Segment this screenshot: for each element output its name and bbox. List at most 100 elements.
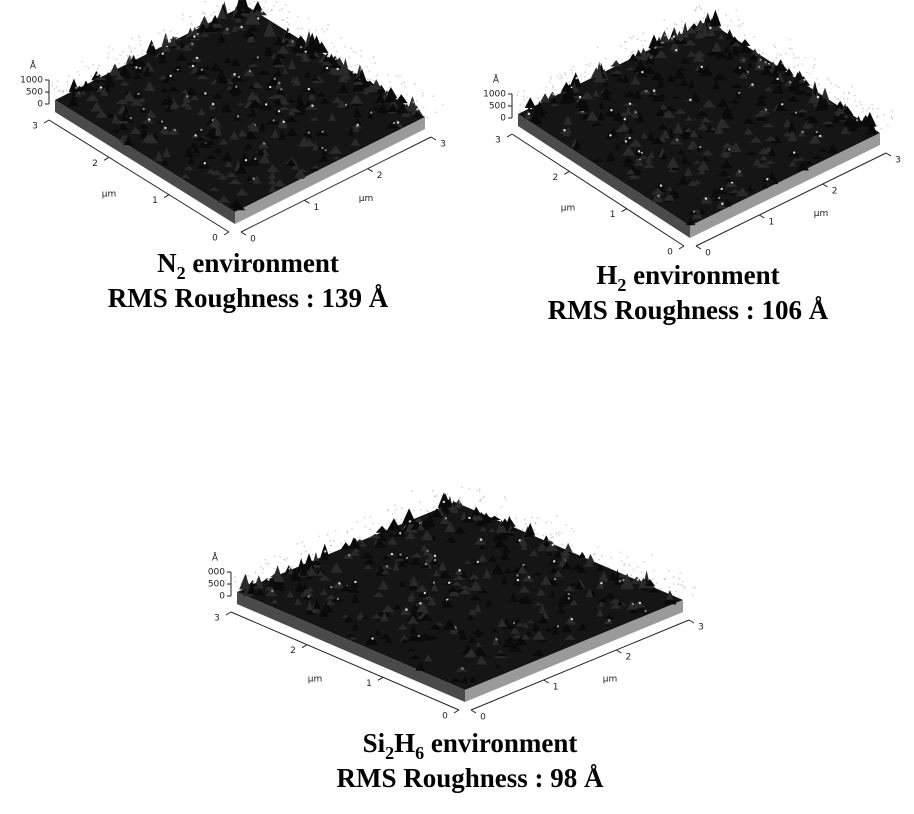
- halo-dot: [862, 111, 864, 113]
- halo-dot: [598, 559, 600, 561]
- halo-dot: [761, 53, 763, 55]
- peak-highlight: [137, 93, 139, 95]
- halo-dot: [350, 48, 352, 50]
- halo-dot: [134, 47, 136, 49]
- peak-highlight: [637, 578, 639, 580]
- halo-dot: [524, 519, 526, 521]
- halo-dot: [573, 66, 575, 68]
- halo-dot: [265, 1, 267, 3]
- halo-dot: [877, 108, 879, 110]
- tick: [471, 710, 476, 713]
- peak: [387, 518, 401, 530]
- peak-highlight: [458, 501, 460, 503]
- peak-highlight: [338, 582, 340, 584]
- tick: [241, 232, 246, 235]
- halo-dot: [560, 77, 562, 79]
- tick: [622, 209, 627, 212]
- halo-dot: [327, 24, 329, 26]
- peak-highlight: [675, 49, 677, 51]
- halo-dot: [360, 50, 362, 52]
- peak-highlight: [212, 103, 214, 105]
- halo-dot: [263, 7, 265, 9]
- tick: [302, 645, 307, 648]
- peak-highlight: [416, 108, 418, 110]
- tick-label: 3: [440, 140, 446, 150]
- peak-highlight: [571, 618, 573, 620]
- halo-dot: [550, 78, 552, 80]
- tick-label: 0: [219, 592, 225, 602]
- halo-dot: [285, 4, 287, 6]
- peak-highlight: [419, 602, 421, 604]
- tick: [544, 680, 549, 683]
- halo-dot: [367, 78, 369, 80]
- peak-highlight: [721, 203, 723, 205]
- peak-highlight: [353, 71, 355, 73]
- tick-label: 1: [553, 683, 559, 693]
- peak-highlight: [308, 88, 310, 90]
- tick-label: 0: [37, 100, 43, 110]
- halo-dot: [426, 116, 428, 118]
- peak-highlight: [653, 89, 655, 91]
- peak-highlight: [554, 578, 556, 580]
- peak-highlight: [245, 159, 247, 161]
- peak-highlight: [327, 55, 329, 57]
- halo-dot: [736, 9, 738, 11]
- halo-dot: [124, 63, 126, 65]
- halo-dot: [131, 38, 133, 40]
- halo-dot: [522, 529, 524, 531]
- halo-dot: [416, 100, 418, 102]
- halo-dot: [426, 510, 428, 512]
- peak-highlight: [226, 28, 228, 30]
- peak-highlight: [261, 10, 263, 12]
- peak-highlight: [468, 517, 470, 519]
- halo-dot: [108, 53, 110, 55]
- subscript: 6: [415, 743, 424, 763]
- caption-title: H2 environment: [596, 260, 779, 295]
- halo-dot: [67, 81, 69, 83]
- peak-highlight: [609, 134, 611, 136]
- halo-dot: [838, 86, 840, 88]
- figure: 0123µm0123µmÅ10005000N2 environmentRMS R…: [0, 0, 914, 814]
- tick: [104, 157, 109, 160]
- halo-dot: [872, 108, 874, 110]
- halo-dot: [695, 587, 697, 589]
- caption-text: environment: [424, 728, 577, 758]
- peak-highlight: [751, 83, 753, 85]
- halo-dot: [523, 95, 525, 97]
- axis-unit: Å: [493, 74, 500, 86]
- halo-dot: [203, 12, 205, 14]
- halo-dot: [669, 586, 671, 588]
- halo-dot: [830, 83, 832, 85]
- axis-unit: µm: [603, 675, 618, 685]
- halo-dot: [170, 30, 172, 32]
- peak-highlight: [517, 579, 519, 581]
- halo-dot: [340, 57, 342, 59]
- halo-dot: [652, 579, 654, 581]
- halo-dot: [573, 531, 575, 533]
- peak-highlight: [288, 31, 290, 33]
- peak-highlight: [600, 582, 602, 584]
- halo-dot: [474, 506, 476, 508]
- halo-dot: [279, 10, 281, 12]
- halo-dot: [403, 81, 405, 83]
- peak-highlight: [553, 560, 555, 562]
- tick-label: 3: [495, 136, 501, 146]
- halo-dot: [496, 514, 498, 516]
- peak: [611, 60, 621, 67]
- tick-label: 500: [489, 102, 506, 112]
- halo-dot: [351, 528, 353, 530]
- halo-dot: [681, 21, 683, 23]
- halo-dot: [286, 21, 288, 23]
- halo-dot: [571, 72, 573, 74]
- halo-dot: [388, 509, 390, 511]
- halo-dot: [551, 522, 553, 524]
- halo-dot: [66, 89, 68, 91]
- halo-dot: [569, 81, 571, 83]
- halo-dot: [835, 84, 837, 86]
- halo-dot: [843, 98, 845, 100]
- halo-dot: [273, 5, 275, 7]
- halo-dot: [788, 67, 790, 69]
- halo-dot: [625, 48, 627, 50]
- peak-highlight: [324, 550, 326, 552]
- halo-dot: [427, 511, 429, 513]
